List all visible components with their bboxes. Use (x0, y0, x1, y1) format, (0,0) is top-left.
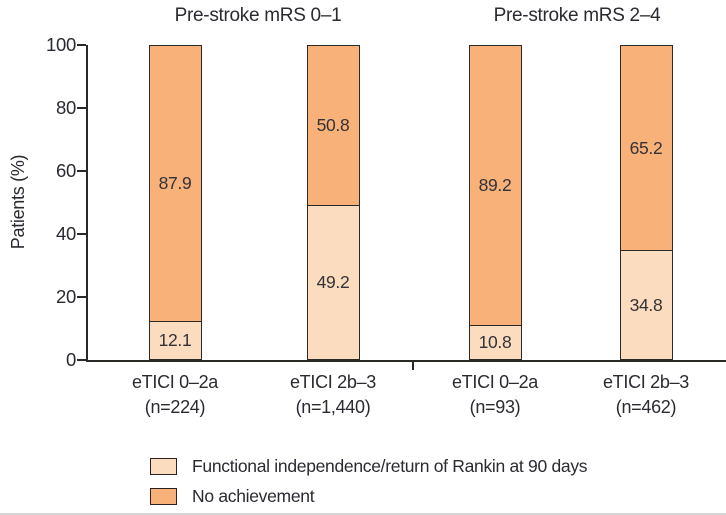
x-label-n-count: (n=462) (615, 397, 677, 417)
y-tick-label: 40 (56, 223, 76, 244)
y-tick-mark (77, 44, 86, 46)
segment-no-achievement: 50.8 (307, 46, 359, 205)
legend-row-2: No achievement (150, 485, 315, 506)
y-axis-title: Patients (%) (8, 154, 28, 250)
legend-swatch (150, 487, 177, 505)
segment-no-achievement: 89.2 (469, 46, 521, 326)
x-axis-label-3: eTICI 0–2a (n=93) (415, 370, 575, 420)
panel-title-mrs-0-1: Pre-stroke mRS 0–1 (174, 5, 342, 26)
x-label-n-count: (n=93) (469, 397, 521, 417)
x-axis-label-2: eTICI 2b–3 (n=1,440) (253, 370, 413, 420)
y-tick-label: 60 (56, 160, 76, 181)
x-label-n-count: (n=1,440) (295, 397, 371, 417)
stacked-bar-4: 65.2 34.8 (619, 45, 673, 360)
y-tick-mark (77, 233, 86, 235)
y-tick-mark (77, 296, 86, 298)
x-axis-label-4: eTICI 2b–3 (n=462) (566, 370, 726, 420)
x-label-category: eTICI 0–2a (131, 372, 219, 392)
y-tick-mark (77, 107, 86, 109)
legend-swatch (150, 457, 177, 475)
y-axis-line (86, 45, 88, 362)
segment-independence: 34.8 (620, 250, 672, 359)
legend-label: Functional independence/return of Rankin… (192, 455, 588, 476)
legend-row-1: Functional independence/return of Rankin… (150, 455, 588, 476)
y-tick-label: 80 (56, 97, 76, 118)
x-label-category: eTICI 2b–3 (289, 372, 377, 392)
x-label-n-count: (n=224) (144, 397, 206, 417)
stacked-bar-2: 50.8 49.2 (306, 45, 360, 360)
segment-no-achievement: 87.9 (149, 46, 201, 322)
y-tick-label: 0 (66, 349, 76, 370)
stacked-bar-3: 89.2 10.8 (468, 45, 522, 360)
stacked-bar-1: 87.9 12.1 (148, 45, 202, 360)
segment-independence: 12.1 (149, 321, 201, 359)
x-axis-label-1: eTICI 0–2a (n=224) (95, 370, 255, 420)
x-axis-line (86, 360, 726, 362)
segment-independence: 10.8 (469, 325, 521, 359)
x-label-category: eTICI 0–2a (451, 372, 539, 392)
segment-no-achievement: 65.2 (620, 46, 672, 251)
plot-area: 87.9 12.1 50.8 49.2 89.2 10.8 65.2 34.8 (88, 45, 726, 360)
y-tick-label: 100 (46, 34, 76, 55)
segment-independence: 49.2 (307, 205, 359, 359)
panel-title-mrs-2-4: Pre-stroke mRS 2–4 (493, 5, 661, 26)
y-tick-label: 20 (56, 286, 76, 307)
y-tick-mark (77, 359, 86, 361)
panel-divider-tick (412, 362, 414, 370)
x-label-category: eTICI 2b–3 (602, 372, 690, 392)
page-edge-line (0, 513, 726, 515)
legend-label: No achievement (192, 485, 315, 506)
y-tick-mark (77, 170, 86, 172)
